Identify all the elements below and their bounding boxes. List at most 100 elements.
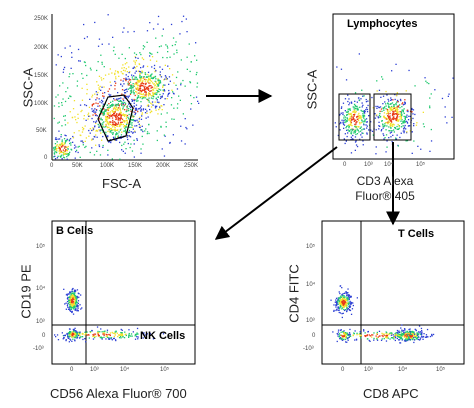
event-dot <box>148 99 150 101</box>
event-dot <box>343 300 345 302</box>
event-dot <box>135 57 137 59</box>
event-dot <box>405 140 407 142</box>
event-dot <box>130 87 132 89</box>
event-dot <box>68 300 70 302</box>
event-dot <box>356 101 358 103</box>
event-dot <box>190 103 193 105</box>
event-dot <box>171 74 174 76</box>
event-dot <box>392 107 395 110</box>
event-dot <box>70 292 72 295</box>
cd3-positive-gate <box>373 93 412 141</box>
event-dot <box>380 96 382 98</box>
event-dot <box>100 89 102 91</box>
event-dot <box>63 115 65 117</box>
event-dot <box>338 297 340 299</box>
event-dot <box>126 134 129 137</box>
event-dot <box>355 144 358 146</box>
event-dot <box>70 142 72 144</box>
event-dot <box>121 118 124 120</box>
event-dot <box>119 158 121 160</box>
event-dot <box>66 300 69 303</box>
event-dot <box>102 125 104 127</box>
event-dot <box>358 121 361 124</box>
event-dot <box>171 89 173 91</box>
event-dot <box>414 336 416 339</box>
event-dot <box>130 143 132 145</box>
event-dot <box>135 76 137 78</box>
event-dot <box>75 296 78 298</box>
event-dot <box>347 94 349 96</box>
event-dot <box>179 33 181 35</box>
event-dot <box>363 114 365 116</box>
event-dot <box>91 147 93 149</box>
event-dot <box>146 333 148 335</box>
event-dot <box>394 118 397 120</box>
event-dot <box>180 84 182 86</box>
event-dot <box>379 112 381 115</box>
event-dot <box>427 336 429 338</box>
event-dot <box>434 89 436 91</box>
event-dot <box>124 70 126 72</box>
event-dot <box>397 106 399 108</box>
event-dot <box>421 331 423 333</box>
event-dot <box>71 52 73 54</box>
event-dot <box>132 132 134 134</box>
event-dot <box>128 135 130 137</box>
event-dot <box>126 90 128 93</box>
event-dot <box>360 337 362 339</box>
event-dot <box>128 332 130 335</box>
event-dot <box>96 97 98 99</box>
event-dot <box>53 147 55 150</box>
event-dot <box>151 103 153 105</box>
event-dot <box>66 150 68 152</box>
event-dot <box>158 46 161 48</box>
event-dot <box>403 122 405 124</box>
event-dot <box>152 89 155 91</box>
event-dot <box>159 89 162 91</box>
event-dot <box>364 335 366 337</box>
event-dot <box>74 309 76 311</box>
event-dot <box>102 332 104 334</box>
event-dot <box>355 140 357 142</box>
event-dot <box>111 104 113 106</box>
event-dot <box>109 81 111 83</box>
event-dot <box>59 151 61 153</box>
event-dot <box>173 53 175 55</box>
event-dot <box>194 55 196 57</box>
event-dot <box>84 125 86 127</box>
event-dot <box>72 332 74 335</box>
event-dot <box>69 304 71 306</box>
event-dot <box>136 82 138 84</box>
event-dot <box>114 84 116 87</box>
event-dot <box>136 100 138 102</box>
event-dot <box>120 112 122 115</box>
event-dot <box>346 307 348 309</box>
event-dot <box>109 106 111 108</box>
event-dot <box>115 133 117 135</box>
event-dot <box>92 103 94 105</box>
event-dot <box>96 129 98 132</box>
event-dot <box>63 66 66 69</box>
event-dot <box>154 101 156 103</box>
event-dot <box>352 134 354 137</box>
event-dot <box>140 101 142 103</box>
event-dot <box>111 339 113 341</box>
event-dot <box>70 304 72 306</box>
event-dot <box>371 336 373 338</box>
event-dot <box>368 334 370 336</box>
event-dot <box>354 100 356 102</box>
event-dot <box>120 136 122 138</box>
event-dot <box>128 78 130 80</box>
event-dot <box>130 85 132 87</box>
event-dot <box>391 114 394 117</box>
event-dot <box>139 126 141 129</box>
event-dot <box>112 50 115 52</box>
event-dot <box>401 333 403 335</box>
event-dot <box>77 113 79 115</box>
event-dot <box>120 83 122 85</box>
event-dot <box>137 70 139 72</box>
event-dot <box>65 140 67 143</box>
event-dot <box>144 108 147 110</box>
event-dot <box>130 102 132 105</box>
event-dot <box>139 97 141 99</box>
